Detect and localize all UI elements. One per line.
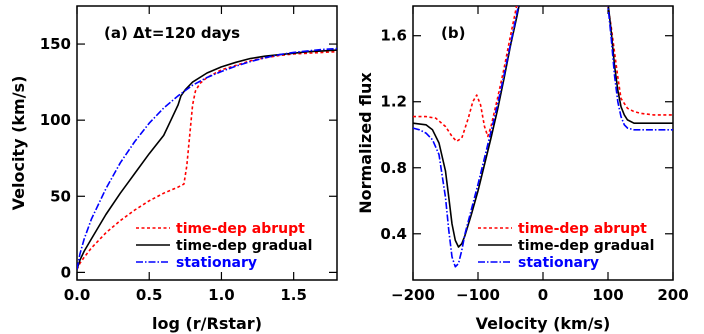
y-tick-label: 1.6 (380, 27, 407, 45)
legend-label: time-dep gradual (176, 238, 312, 254)
y-tick-label: 100 (40, 111, 71, 129)
legend-label: time-dep gradual (518, 238, 654, 254)
series-line-time-dep-abrupt (413, 6, 673, 143)
y-tick-label: 0 (61, 263, 71, 281)
y-tick-label: 0.4 (380, 225, 407, 243)
panel-a-frame (76, 5, 338, 281)
panel-b: −200 −100 0 100 200 0.4 0.8 1.2 1.6 (b) Velocity… (356, 5, 689, 333)
y-tick-label: 1.2 (380, 93, 407, 111)
y-tick-label: 150 (40, 35, 71, 53)
x-tick-label: 1.5 (280, 286, 307, 304)
x-tick-label: 200 (657, 286, 688, 304)
legend-label: stationary (518, 255, 599, 271)
panel-a-series (77, 47, 337, 270)
series-line-stationary (413, 6, 673, 268)
panel-a-ticks: 0.0 0.5 1.0 1.5 0 50 100 150 (40, 6, 337, 304)
panel-b-title: (b) (441, 24, 465, 42)
x-tick-label: 0.0 (64, 286, 91, 304)
panel-a-xlabel: log (r/Rstar) (152, 314, 262, 333)
series-line-stationary (77, 47, 337, 270)
legend-label: time-dep abrupt (518, 221, 647, 237)
x-tick-label: −100 (456, 286, 500, 304)
x-tick-label: −200 (391, 286, 435, 304)
panel-b-ylabel: Normalized flux (356, 72, 375, 214)
x-tick-label: 0 (538, 286, 548, 304)
x-tick-label: 0.5 (136, 286, 163, 304)
series-line-time-dep-abrupt (77, 50, 337, 270)
panel-b-ticks: −200 −100 0 100 200 0.4 0.8 1.2 1.6 (380, 6, 689, 304)
panel-b-series (413, 6, 673, 268)
panel-a-ylabel: Velocity (km/s) (9, 76, 28, 211)
y-tick-label: 0.8 (380, 159, 407, 177)
panel-a: 0.0 0.5 1.0 1.5 0 50 100 150 (a) Δt=120 days lo… (9, 5, 338, 333)
panel-b-xlabel: Velocity (km/s) (476, 314, 611, 333)
legend-label: time-dep abrupt (176, 221, 305, 237)
x-tick-label: 100 (592, 286, 623, 304)
y-tick-label: 50 (50, 187, 71, 205)
legend-label: stationary (176, 255, 257, 271)
x-tick-label: 1.0 (208, 286, 235, 304)
panel-a-title: (a) Δt=120 days (104, 24, 240, 42)
